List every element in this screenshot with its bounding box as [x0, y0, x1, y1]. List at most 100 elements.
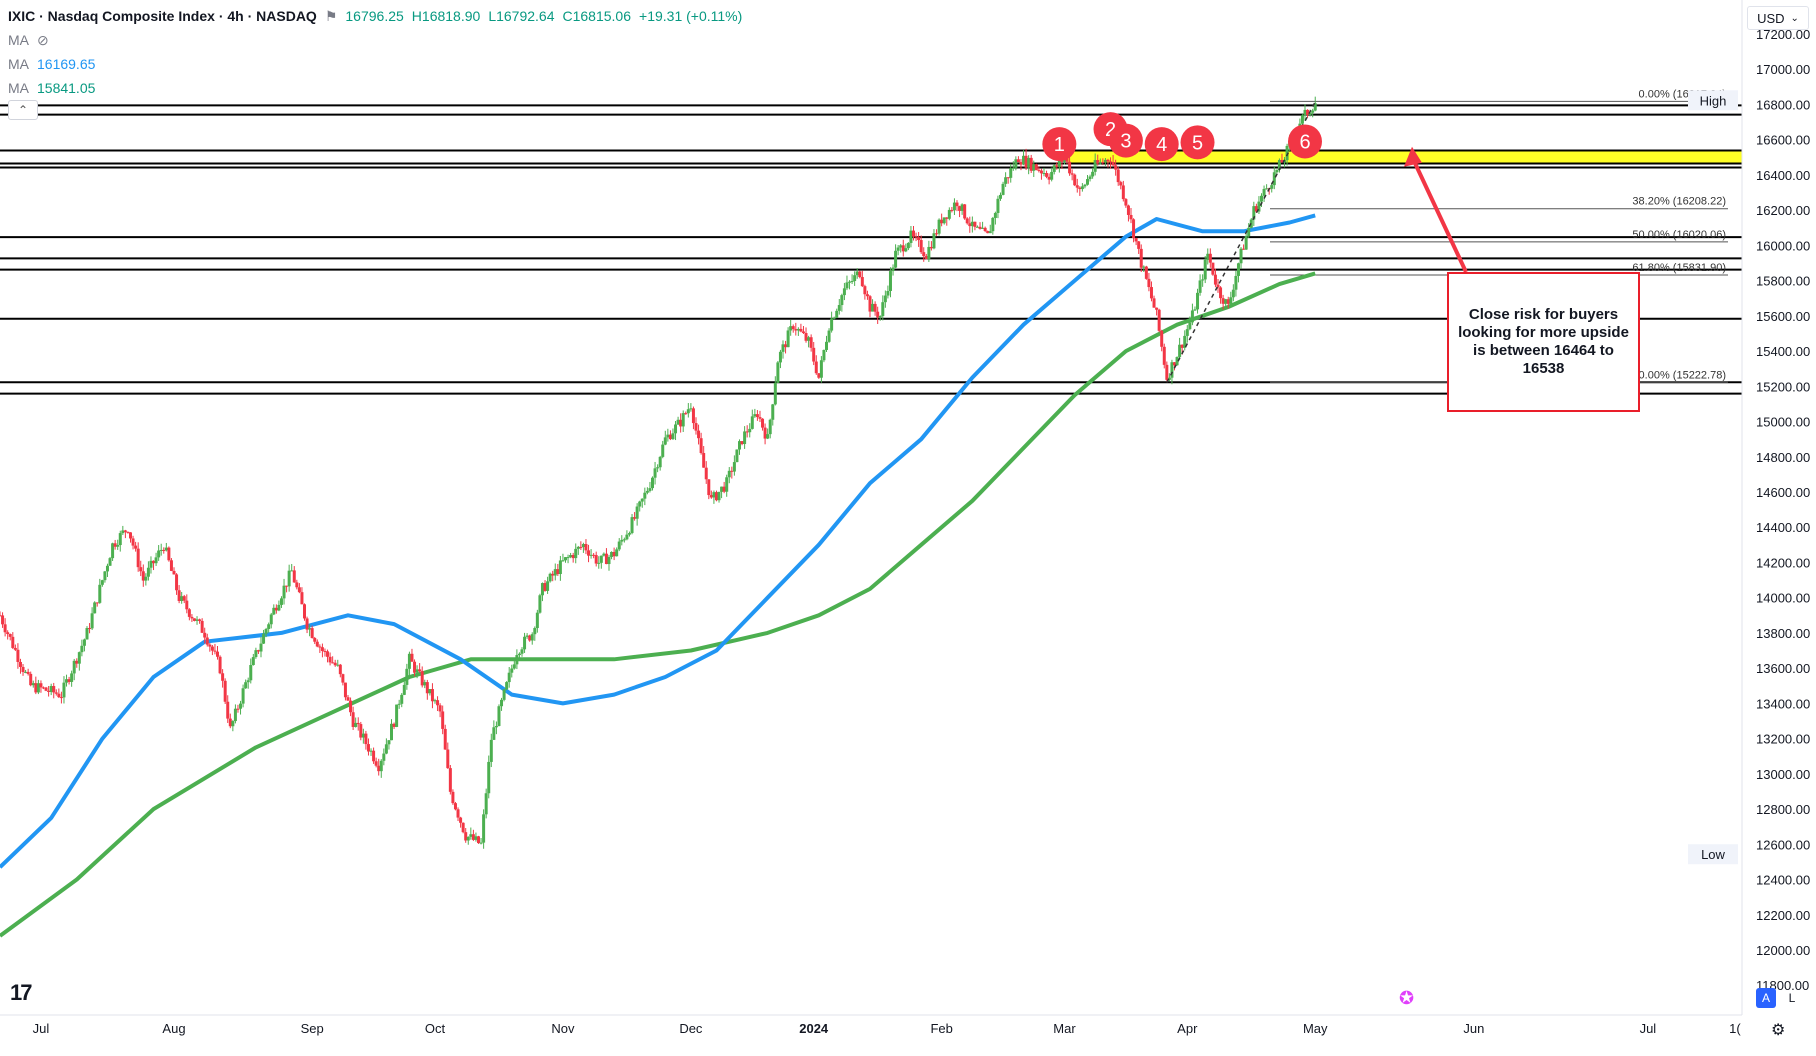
candle-body — [175, 574, 179, 591]
magic-icon[interactable]: ✪ — [1399, 988, 1415, 1008]
candle-body — [883, 295, 887, 303]
currency-selector[interactable]: USD ⌄ — [1747, 6, 1809, 30]
candle-body — [661, 444, 665, 457]
candle-body — [512, 664, 516, 669]
candle-body — [704, 467, 708, 480]
eye-hidden-icon[interactable]: ⊘ — [37, 32, 49, 48]
candle-body — [584, 544, 588, 551]
candle-body — [305, 618, 309, 630]
legend-ma-row-1[interactable]: MA ⊘ — [8, 28, 742, 52]
marker-circle — [1180, 125, 1215, 160]
candle-body — [466, 836, 470, 841]
candle-body — [326, 651, 330, 657]
candle-body — [1244, 236, 1248, 250]
candle-body — [469, 834, 473, 837]
legend-ma-row-2[interactable]: MA 16169.65 — [8, 52, 742, 76]
y-tick-label: 16000.00 — [1756, 238, 1810, 253]
y-tick-label: 16400.00 — [1756, 168, 1810, 183]
candle-body — [807, 337, 811, 341]
candle-body — [817, 373, 821, 378]
gear-icon[interactable]: ⚙ — [1771, 1022, 1786, 1039]
flag-icon[interactable]: ⚑ — [324, 8, 338, 24]
candle-body — [390, 723, 393, 741]
candle-body — [796, 328, 800, 331]
candle-body — [528, 635, 532, 641]
candle-body — [1270, 185, 1274, 189]
candle-body — [712, 492, 716, 498]
candle-body — [343, 682, 347, 698]
marker-circle — [1144, 127, 1179, 162]
legend-ma-row-3[interactable]: MA 15841.05 — [8, 76, 742, 100]
candle-body — [36, 683, 40, 693]
candle-body — [95, 602, 99, 604]
candle-body — [292, 570, 296, 583]
candle-body — [1173, 362, 1176, 366]
candle-body — [1027, 157, 1031, 168]
marker-circle — [1108, 123, 1143, 158]
candle-body — [244, 682, 248, 689]
candle-body — [855, 271, 859, 276]
candle-body — [448, 768, 452, 792]
symbol-title[interactable]: IXIC · Nasdaq Composite Index · 4h · NAS… — [8, 8, 317, 24]
candle-body — [1039, 170, 1043, 174]
candle-body — [702, 452, 706, 468]
candle-body — [873, 303, 877, 312]
candle-body — [436, 700, 440, 706]
candle-body — [643, 492, 647, 499]
candle-body — [505, 682, 509, 690]
candle-body — [169, 560, 173, 571]
candle-body — [1208, 253, 1212, 263]
candle-body — [525, 635, 529, 637]
candle-body — [679, 419, 683, 427]
candle-body — [617, 541, 621, 550]
auto-scale-button[interactable]: A — [1756, 988, 1776, 1008]
candle-body — [210, 646, 214, 651]
candle-body — [423, 682, 427, 686]
marker-label: 4 — [1156, 134, 1167, 156]
x-tick-label: Aug — [162, 1021, 185, 1036]
marker-label: 6 — [1299, 131, 1310, 153]
tradingview-logo[interactable]: 17 — [10, 980, 33, 1005]
candle-body — [482, 814, 486, 843]
candle-body — [1303, 109, 1307, 116]
candle-body — [745, 431, 749, 433]
candle-body — [1073, 174, 1077, 186]
candle-body — [935, 233, 939, 235]
candle-body — [0, 615, 2, 617]
candle-body — [648, 488, 652, 491]
candle-body — [1037, 169, 1041, 171]
candle-body — [981, 227, 985, 229]
candle-body — [919, 240, 923, 253]
candle-body — [819, 360, 823, 378]
candle-body — [1142, 266, 1146, 268]
candle-body — [456, 809, 460, 818]
candle-body — [809, 337, 813, 348]
candle-body — [901, 245, 905, 252]
y-axis-background — [1742, 0, 1816, 1051]
candle-body — [1132, 219, 1136, 239]
candle-body — [441, 711, 445, 729]
candle-body — [517, 653, 521, 656]
candle-body — [1042, 173, 1046, 175]
candle-body — [1252, 206, 1256, 220]
candle-body — [881, 302, 885, 317]
candle-body — [507, 672, 511, 683]
candle-body — [1229, 297, 1233, 304]
candle-body — [963, 204, 967, 219]
candle-body — [589, 554, 593, 556]
candle-body — [799, 328, 803, 332]
candle-body — [218, 656, 222, 674]
candle-body — [738, 441, 741, 450]
candle-body — [310, 628, 314, 638]
log-scale-button[interactable]: L — [1788, 991, 1796, 1005]
collapse-legend-button[interactable]: ⌃ — [8, 100, 38, 120]
candle-body — [192, 618, 196, 621]
candle-body — [44, 687, 48, 691]
y-tick-label: 14200.00 — [1756, 555, 1810, 570]
x-tick-label: Jul — [33, 1021, 50, 1036]
y-tick-label: 15400.00 — [1756, 344, 1810, 359]
candle-body — [937, 219, 941, 234]
candle-body — [461, 822, 465, 833]
